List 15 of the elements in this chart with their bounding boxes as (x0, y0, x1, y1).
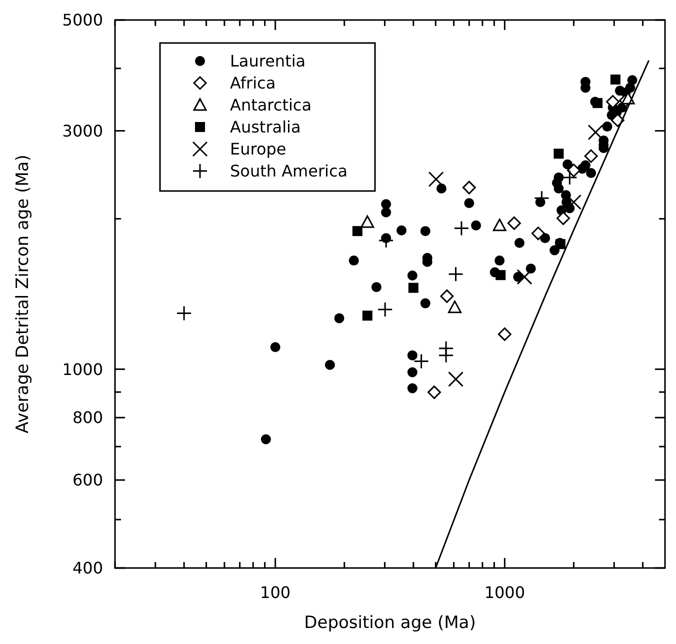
x-axis-title: Deposition age (Ma) (304, 613, 476, 633)
y-tick-label: 800 (72, 408, 103, 428)
x-tick-label: 100 (260, 583, 291, 602)
legend-label: Laurentia (230, 52, 306, 71)
legend-label: Africa (230, 74, 276, 93)
legend-label: Antarctica (230, 96, 312, 115)
legend-label: Europe (230, 140, 286, 159)
legend-label: South America (230, 162, 348, 181)
legend-label: Australia (230, 118, 301, 137)
y-axis-title: Average Detrital Zircon age (Ma) (13, 154, 33, 434)
y-tick-label: 3000 (62, 121, 103, 140)
y-tick-label: 400 (72, 558, 103, 578)
y-tick-label: 5000 (62, 10, 103, 30)
y-tick-label: 600 (72, 470, 103, 490)
y-tick-label: 1000 (62, 360, 103, 379)
